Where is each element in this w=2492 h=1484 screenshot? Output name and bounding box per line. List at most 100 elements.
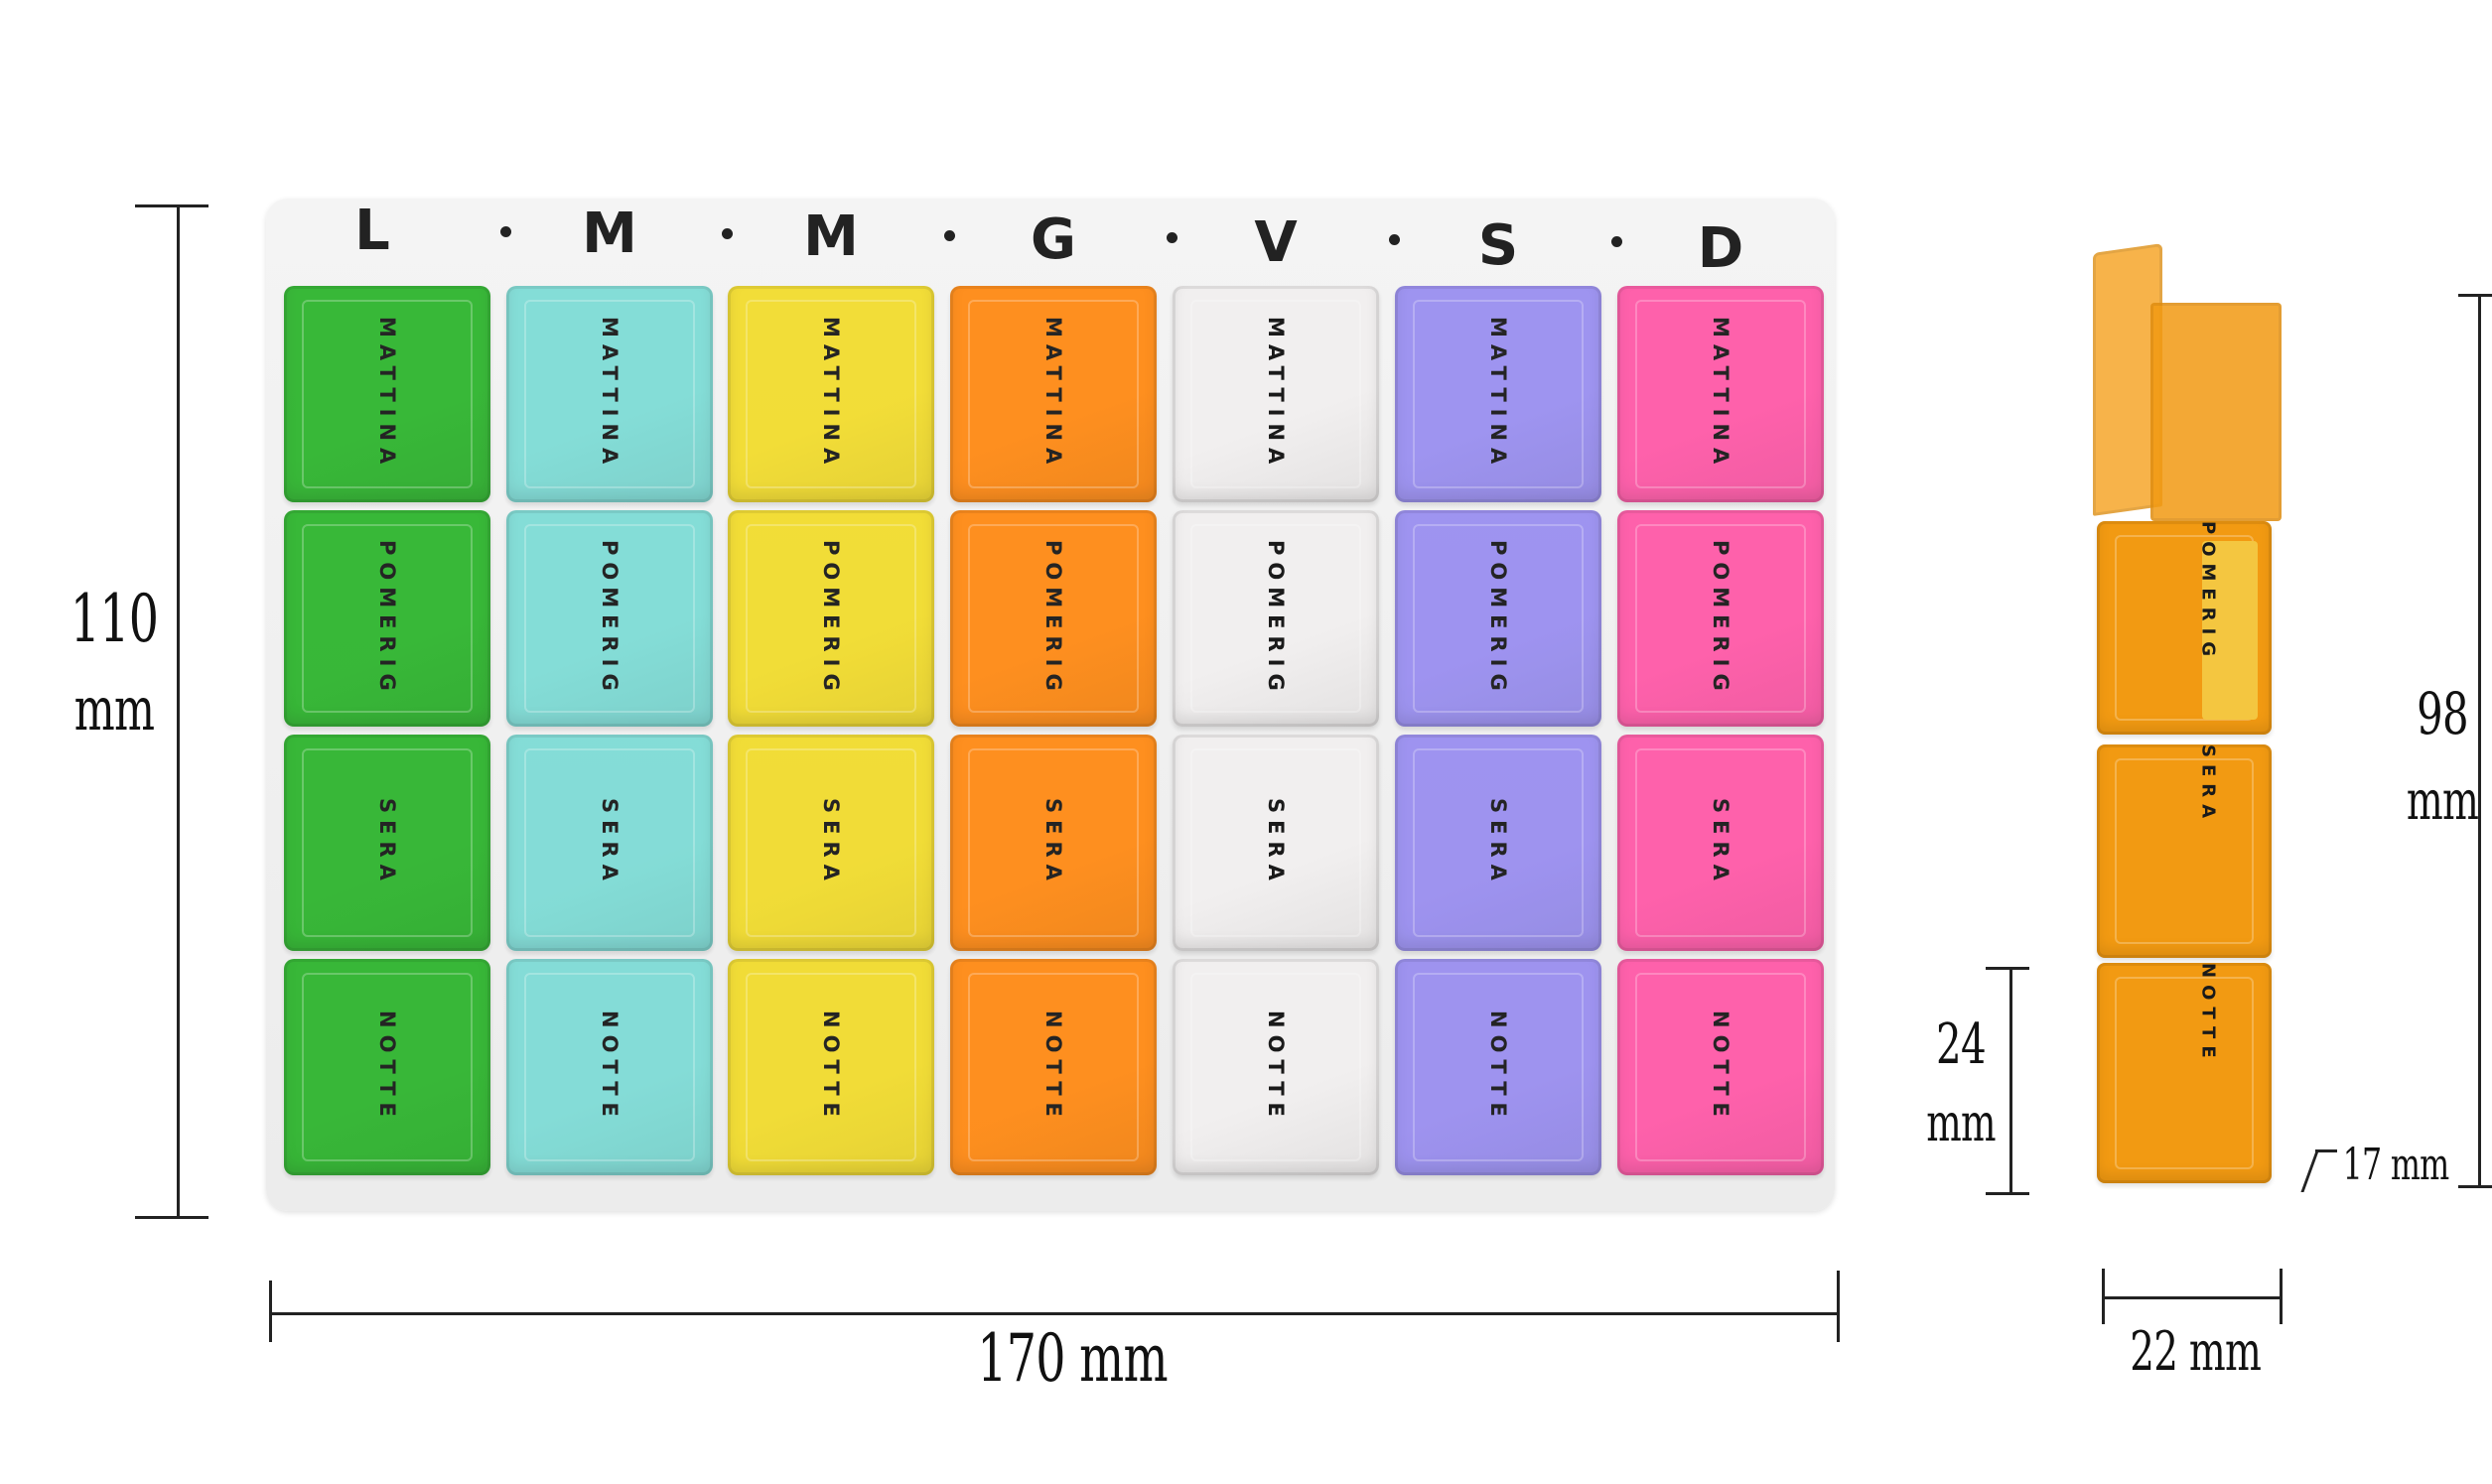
compartment-lid[interactable]: MATTINA (1395, 286, 1601, 502)
width-label: 170 mm (977, 1320, 1168, 1397)
side-compartment-label: POMERIG (2197, 521, 2219, 664)
compartment-lid[interactable]: NOTTE (284, 959, 490, 1175)
side-view-column: POMERIG SERA NOTTE (2093, 243, 2282, 1191)
compartment-lid[interactable]: POMERIG (1617, 510, 1824, 727)
day-label: G (1031, 207, 1076, 272)
height-unit: mm (73, 675, 155, 744)
compartment-lid[interactable]: MATTINA (950, 286, 1157, 502)
dimension-tick-side-right (2280, 1269, 2283, 1324)
compartment-label: POMERIG (375, 539, 399, 698)
compartment-label: NOTTE (819, 1011, 843, 1124)
compartment-label: SERA (1041, 798, 1065, 887)
compartment-lid[interactable]: SERA (1173, 735, 1379, 951)
dimension-line-height (177, 205, 180, 1218)
compartment-lid[interactable]: NOTTE (1173, 959, 1379, 1175)
compartment-lid[interactable]: POMERIG (950, 510, 1157, 727)
side-width-label: 22 mm (2130, 1320, 2262, 1383)
compartment-lid[interactable]: SERA (950, 735, 1157, 951)
compartment-label: POMERIG (598, 539, 622, 698)
day-separator-dot (1389, 234, 1400, 245)
dimension-line-compartment (2009, 968, 2012, 1194)
side-compartment-label: NOTTE (2197, 963, 2219, 1065)
dimension-tick-left (269, 1281, 272, 1342)
compartment-label: SERA (1486, 798, 1510, 887)
compartment-label: MATTINA (1486, 317, 1510, 472)
dimension-line-side-width (2103, 1296, 2282, 1299)
compartment-label: MATTINA (1709, 317, 1732, 472)
height-value: 110 (69, 581, 159, 657)
compartment-label: MATTINA (375, 317, 399, 472)
compartment-label: SERA (1709, 798, 1732, 887)
dimension-tick-bottom (135, 1216, 208, 1219)
compartment-label: POMERIG (819, 539, 843, 698)
compartment-label: NOTTE (375, 1011, 399, 1124)
day-separator-dot (1167, 232, 1177, 243)
compartment-label: NOTTE (1041, 1011, 1065, 1124)
open-compartment (2150, 303, 2282, 521)
day-separator-dot (1611, 236, 1622, 247)
compartment-lid[interactable]: POMERIG (1395, 510, 1601, 727)
day-label: L (354, 199, 390, 263)
dimension-tick-comp-top (1986, 967, 2029, 970)
compartment-label: NOTTE (1709, 1011, 1732, 1124)
compartment-height-unit: mm (1926, 1094, 1996, 1153)
compartment-lid[interactable]: POMERIG (728, 510, 934, 727)
compartment-lid[interactable]: NOTTE (506, 959, 713, 1175)
compartment-lid[interactable]: SERA (728, 735, 934, 951)
compartment-lid[interactable]: NOTTE (1617, 959, 1824, 1175)
day-label: D (1697, 216, 1744, 281)
compartment-label: MATTINA (1041, 317, 1065, 472)
compartment-label: POMERIG (1709, 539, 1732, 698)
side-height-value: 98 (2417, 680, 2468, 747)
day-separator-dot (500, 226, 511, 237)
day-label: M (803, 204, 859, 269)
compartment-label: MATTINA (598, 317, 622, 472)
compartment-lid[interactable]: SERA (1395, 735, 1601, 951)
side-compartment-label: SERA (2197, 744, 2219, 826)
compartment-label: SERA (1264, 798, 1288, 887)
compartment-label: NOTTE (1264, 1011, 1288, 1124)
compartment-lid[interactable]: SERA (284, 735, 490, 951)
side-tab (2202, 541, 2258, 720)
compartment-label: SERA (375, 798, 399, 887)
compartment-label: POMERIG (1041, 539, 1065, 698)
dimension-tick-side-left (2102, 1269, 2105, 1324)
side-height-unit: mm (2406, 769, 2479, 832)
side-compartment: NOTTE (2097, 963, 2272, 1183)
day-label: M (582, 202, 637, 266)
compartment-label: SERA (598, 798, 622, 887)
compartment-lid[interactable]: MATTINA (1173, 286, 1379, 502)
compartment-lid[interactable]: SERA (1617, 735, 1824, 951)
compartment-lid[interactable]: NOTTE (728, 959, 934, 1175)
compartment-lid[interactable]: SERA (506, 735, 713, 951)
compartment-label: MATTINA (819, 317, 843, 472)
compartment-lid[interactable]: MATTINA (284, 286, 490, 502)
day-separator-dot (944, 230, 955, 241)
dimension-tick-side-top (2458, 294, 2492, 297)
compartment-lid[interactable]: MATTINA (728, 286, 934, 502)
compartment-label: NOTTE (598, 1011, 622, 1124)
compartment-lid[interactable]: NOTTE (1395, 959, 1601, 1175)
compartment-lid[interactable]: POMERIG (1173, 510, 1379, 727)
day-separator-dot (722, 228, 733, 239)
compartment-label: NOTTE (1486, 1011, 1510, 1124)
compartment-label: POMERIG (1264, 539, 1288, 698)
compartment-label: MATTINA (1264, 317, 1288, 472)
depth-label: 17 mm (2342, 1140, 2450, 1190)
dimension-tick-side-bottom (2458, 1185, 2492, 1188)
side-compartment: POMERIG (2097, 521, 2272, 735)
dimension-line-width (270, 1312, 1839, 1315)
compartment-lid[interactable]: POMERIG (506, 510, 713, 727)
compartment-lid[interactable]: NOTTE (950, 959, 1157, 1175)
day-label: V (1254, 210, 1298, 275)
dimension-tick-right (1837, 1271, 1840, 1342)
side-compartment: SERA (2097, 744, 2272, 958)
compartment-lid[interactable]: MATTINA (1617, 286, 1824, 502)
compartment-label: SERA (819, 798, 843, 887)
day-label: S (1477, 213, 1519, 278)
compartment-height-value: 24 (1936, 1012, 1987, 1077)
depth-mark (2300, 1149, 2337, 1192)
compartment-lid[interactable]: MATTINA (506, 286, 713, 502)
dimension-line-side-height (2478, 294, 2481, 1187)
compartment-lid[interactable]: POMERIG (284, 510, 490, 727)
